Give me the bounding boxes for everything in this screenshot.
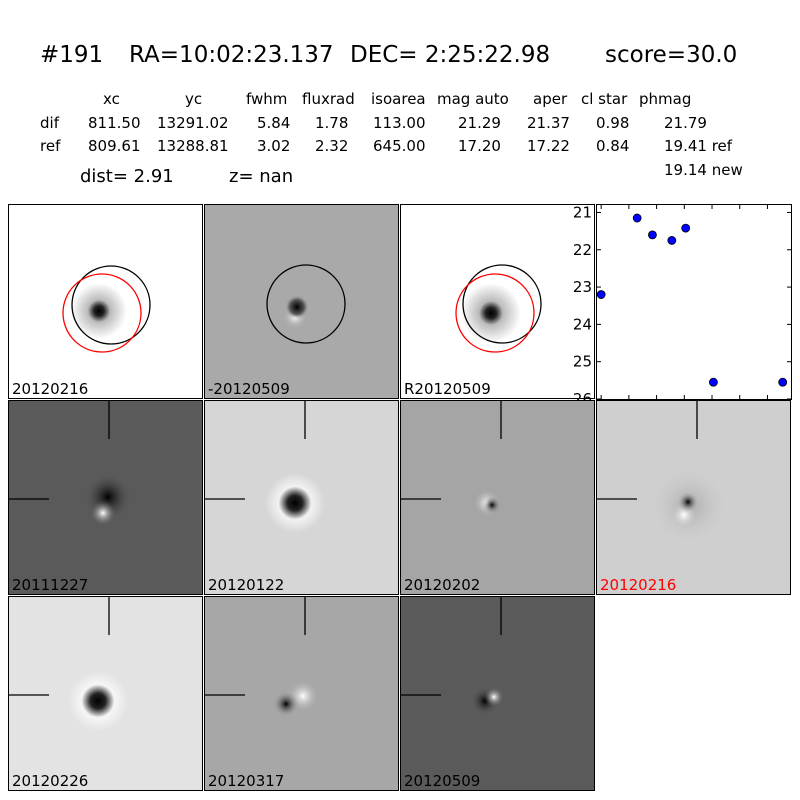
stamp-image bbox=[62, 265, 151, 353]
data-point bbox=[709, 377, 718, 387]
stamp-label: 20120202 bbox=[404, 576, 481, 594]
data-point bbox=[596, 290, 606, 299]
dif-aperture-circle bbox=[462, 264, 542, 344]
col-aper: aper bbox=[533, 90, 568, 108]
stamp-label: 20120226 bbox=[12, 772, 89, 790]
table-cell: 21.79 bbox=[664, 114, 707, 132]
table-cell: 13291.02 bbox=[157, 114, 229, 132]
table-cell: 3.02 bbox=[257, 137, 291, 155]
col-isoarea: isoarea bbox=[371, 90, 426, 108]
y-tick-label: 21 bbox=[573, 203, 592, 221]
table-cell: 811.50 bbox=[88, 114, 141, 132]
table-cell: 0.84 bbox=[596, 137, 630, 155]
y-tick-label: 22 bbox=[573, 241, 592, 259]
ref-aperture-circle bbox=[455, 273, 535, 353]
y-tick-label: 24 bbox=[573, 315, 592, 333]
table-cell: 21.37 bbox=[527, 114, 570, 132]
score-value: score=30.0 bbox=[605, 42, 738, 68]
lightcurve-plot bbox=[596, 204, 792, 400]
stamp-label: R20120509 bbox=[404, 380, 491, 398]
col-fluxrad: fluxrad bbox=[302, 90, 355, 108]
data-point bbox=[778, 377, 788, 387]
stamp-panel: -20120509 bbox=[204, 204, 399, 399]
table-cell: 19.41 ref bbox=[664, 137, 733, 155]
col-cl-star: cl star bbox=[581, 90, 628, 108]
stamp-label: 20120509 bbox=[404, 772, 481, 790]
z-value: z= nan bbox=[229, 166, 294, 187]
lightcurve-canvas bbox=[596, 205, 791, 400]
stamp-panel: 20120202 bbox=[400, 400, 595, 595]
table-cell: 13288.81 bbox=[157, 137, 229, 155]
stamp-image bbox=[401, 597, 504, 715]
table-cell: 645.00 bbox=[373, 137, 426, 155]
row-label: ref bbox=[40, 137, 61, 155]
col-fwhm: fwhm bbox=[246, 90, 288, 108]
table-cell: 809.61 bbox=[88, 137, 141, 155]
table-cell: 0.98 bbox=[596, 114, 630, 132]
table-cell: 17.22 bbox=[527, 137, 570, 155]
stamp-panel: 20120226 bbox=[8, 596, 203, 791]
dif-aperture-circle bbox=[71, 265, 151, 345]
col-phmag: phmag bbox=[639, 90, 692, 108]
stamp-image bbox=[597, 401, 729, 546]
table-cell: 113.00 bbox=[373, 114, 426, 132]
col-xc: xc bbox=[103, 90, 120, 108]
ref-aperture-circle bbox=[62, 273, 142, 353]
ra-value: RA=10:02:23.137 bbox=[129, 42, 334, 68]
stamp-panel: 20111227 bbox=[8, 400, 203, 595]
stamp-image bbox=[9, 401, 132, 526]
stamp-panel: 20120216 bbox=[596, 400, 791, 595]
stamp-image bbox=[455, 264, 542, 353]
stamp-image bbox=[266, 264, 346, 344]
dist-value: dist= 2.91 bbox=[80, 166, 174, 187]
row-label: dif bbox=[40, 114, 59, 132]
stamp-image bbox=[9, 597, 128, 731]
stamp-label: -20120509 bbox=[208, 380, 290, 398]
stamp-label: 20120317 bbox=[208, 772, 285, 790]
stamp-label: 20120122 bbox=[208, 576, 285, 594]
stamp-panel: 20120122 bbox=[204, 400, 399, 595]
dec-value: DEC= 2:25:22.98 bbox=[350, 42, 551, 68]
stamp-image bbox=[205, 597, 319, 717]
y-tick-label: 25 bbox=[573, 353, 592, 371]
candidate-id: #191 bbox=[40, 42, 104, 68]
data-point bbox=[648, 230, 657, 240]
stamp-image bbox=[401, 401, 502, 517]
table-cell: 2.32 bbox=[315, 137, 349, 155]
data-point bbox=[632, 213, 642, 223]
phmag-new: 19.14 new bbox=[664, 161, 743, 179]
col-mag-auto: mag auto bbox=[437, 90, 509, 108]
data-point bbox=[681, 223, 691, 233]
stamp-label: 20120216 bbox=[12, 380, 89, 398]
table-cell: 21.29 bbox=[458, 114, 501, 132]
stamp-image bbox=[205, 401, 325, 533]
col-yc: yc bbox=[185, 90, 203, 108]
stamp-panel: R20120509 bbox=[400, 204, 595, 399]
lightcurve-axes: 212223242526020406080100120 bbox=[573, 203, 782, 420]
stamp-label: 20111227 bbox=[12, 576, 89, 594]
stamp-panel: 20120509 bbox=[400, 596, 595, 791]
y-tick-label: 23 bbox=[573, 278, 592, 296]
table-cell: 1.78 bbox=[315, 114, 349, 132]
table-cell: 17.20 bbox=[458, 137, 501, 155]
data-point bbox=[667, 236, 677, 245]
stamp-label: 20120216 bbox=[600, 576, 677, 594]
table-cell: 5.84 bbox=[257, 114, 291, 132]
aperture-circle bbox=[266, 264, 346, 344]
stamp-panel: 20120317 bbox=[204, 596, 399, 791]
stamp-panel: 20120216 bbox=[8, 204, 203, 399]
